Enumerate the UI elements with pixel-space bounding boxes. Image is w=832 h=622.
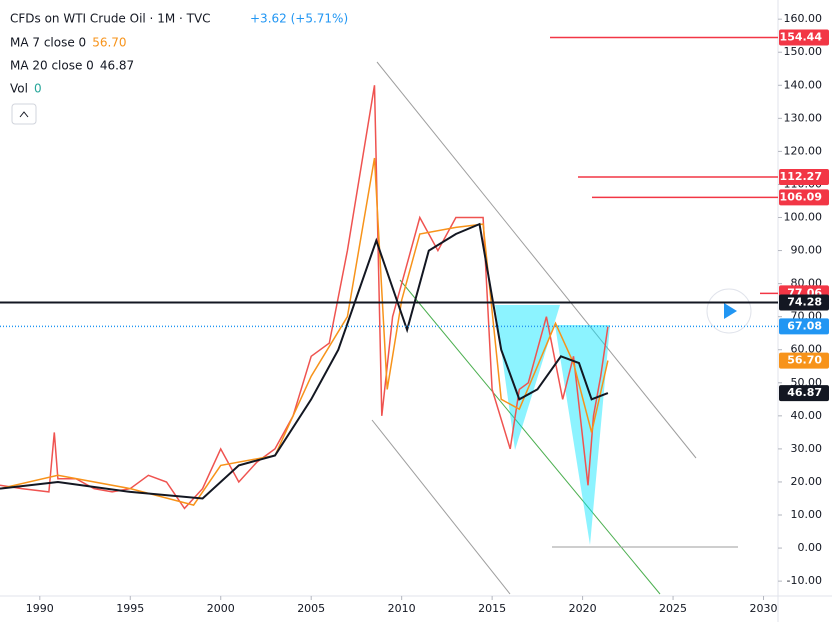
price-label-box	[779, 168, 829, 185]
series-line	[0, 222, 609, 500]
y-tick-label: 100.00	[784, 211, 823, 224]
x-tick-label: 1990	[26, 602, 54, 615]
y-tick-label: 20.00	[791, 475, 823, 488]
collapse-button[interactable]	[11, 103, 37, 125]
y-tick-label: 150.00	[784, 45, 823, 58]
y-tick-label: 140.00	[784, 78, 823, 91]
series-line	[0, 85, 609, 510]
change: +3.62 (+5.71%)	[250, 12, 348, 26]
indicator-label: Vol	[10, 82, 28, 96]
x-tick-label: 2020	[569, 602, 597, 615]
price-label: 46.87	[787, 386, 822, 399]
play-icon	[724, 303, 737, 319]
header: CFDs on WTI Crude Oil · 1M · TVC +3.62 (…	[10, 12, 348, 26]
x-tick-label: 2005	[297, 602, 325, 615]
y-tick-label: 0.00	[798, 541, 823, 554]
price-label-box	[779, 189, 829, 206]
indicator-label: MA 20 close 0	[10, 59, 94, 73]
x-tick-label: 2025	[659, 602, 687, 615]
collapse-icon	[19, 111, 29, 118]
y-tick-label: 30.00	[791, 442, 823, 455]
indicator-label: MA 7 close 0	[10, 36, 86, 50]
indicator-value: 46.87	[100, 59, 134, 73]
price-label: 154.44	[780, 31, 823, 44]
price-label-box	[779, 385, 829, 402]
price-label: 67.08	[787, 319, 822, 332]
price-label: 112.27	[780, 170, 822, 183]
price-label: 74.28	[787, 296, 822, 309]
x-tick-label: 2010	[388, 602, 416, 615]
y-tick-label: 120.00	[784, 144, 823, 157]
indicator-value: 56.70	[92, 36, 126, 50]
y-tick-label: 10.00	[791, 508, 823, 521]
price-label-box	[779, 318, 829, 335]
y-tick-label: -10.00	[787, 574, 822, 587]
y-tick-label: 130.00	[784, 111, 823, 124]
y-tick-label: 60.00	[791, 343, 823, 356]
price-label: 56.70	[787, 354, 822, 367]
price-label-box	[779, 29, 829, 46]
x-tick-label: 2000	[207, 602, 235, 615]
x-tick-label: 1995	[116, 602, 144, 615]
y-tick-label: 160.00	[784, 12, 823, 25]
indicator-value: 0	[34, 82, 42, 96]
symbol-title: CFDs on WTI Crude Oil · 1M · TVC	[10, 12, 211, 26]
y-tick-label: 40.00	[791, 409, 823, 422]
price-label-box	[779, 352, 829, 369]
y-tick-label: 90.00	[791, 244, 823, 257]
x-tick-label: 2030	[750, 602, 778, 615]
x-tick-label: 2015	[478, 602, 506, 615]
price-label-box	[779, 294, 829, 311]
price-label: 106.09	[780, 190, 822, 203]
